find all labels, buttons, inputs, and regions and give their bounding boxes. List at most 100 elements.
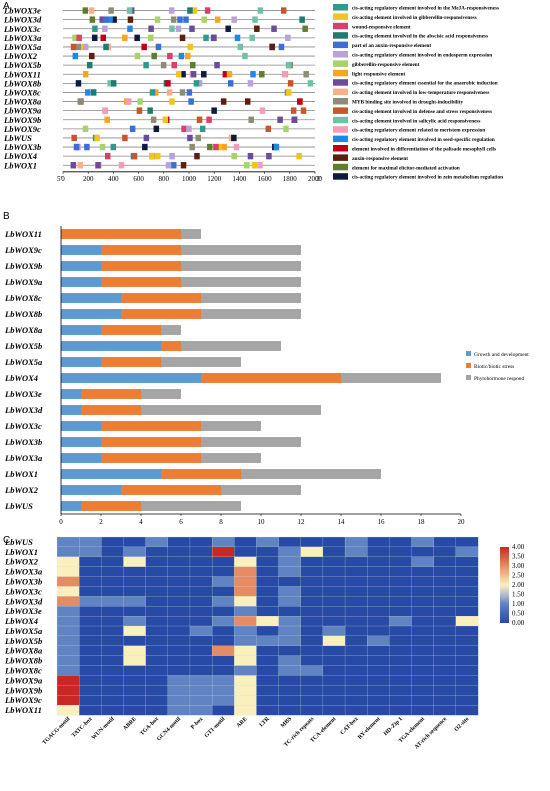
heatmap-cell xyxy=(300,685,324,696)
bar-segment xyxy=(201,309,301,319)
heatmap-cell xyxy=(278,645,302,657)
heatmap-cell xyxy=(256,586,280,597)
heatmap-cell xyxy=(278,635,302,647)
x-tick-label: 18 xyxy=(418,518,426,526)
heatmap-cell xyxy=(389,576,412,587)
heatmap-cell xyxy=(189,606,213,617)
column-label: TGACG-motif xyxy=(42,716,72,746)
bar-segment xyxy=(61,245,101,255)
element-box xyxy=(189,25,195,32)
heatmap-cell xyxy=(167,586,191,597)
element-box xyxy=(170,162,177,169)
row-label: LbWOX3a xyxy=(4,567,43,577)
heatmap-cell xyxy=(322,655,346,666)
element-box xyxy=(280,7,287,14)
heatmap-cell xyxy=(344,606,368,617)
heatmap-cell xyxy=(411,625,435,637)
heatmap-cell xyxy=(455,596,479,607)
x-tick-label: 12 xyxy=(298,518,306,526)
heatmap-cell xyxy=(367,655,390,666)
heatmap-cell xyxy=(411,685,435,696)
legend-label: wound-responsive element xyxy=(352,24,411,30)
heatmap-cell xyxy=(123,556,147,568)
category-label: LbWOX9b xyxy=(4,261,42,271)
heatmap-cell xyxy=(145,625,169,637)
heatmap-cell xyxy=(433,556,457,568)
element-box xyxy=(175,71,182,78)
heatmap-cell xyxy=(256,685,280,696)
heatmap-cell xyxy=(123,615,147,627)
element-box xyxy=(88,7,95,14)
heatmap-cell xyxy=(145,586,169,597)
element-box xyxy=(296,152,302,160)
element-box xyxy=(231,152,237,160)
heatmap-cell xyxy=(367,635,390,647)
heatmap-cell xyxy=(189,675,213,686)
heatmap-cell xyxy=(367,645,390,657)
category-label: LbWOX9a xyxy=(4,277,43,287)
heatmap-cell xyxy=(433,536,457,548)
heatmap-cell xyxy=(389,606,412,617)
element-box xyxy=(82,7,89,14)
element-box xyxy=(151,52,157,60)
heatmap-cell xyxy=(145,606,169,617)
heatmap-cell xyxy=(101,685,124,696)
heatmap-cell xyxy=(300,576,324,587)
heatmap-cell xyxy=(234,576,257,587)
heatmap-cell xyxy=(123,704,147,716)
heatmap-cell xyxy=(189,536,213,548)
heatmap-cell xyxy=(389,635,412,647)
heatmap-cell xyxy=(189,576,213,587)
heatmap-cell xyxy=(433,685,457,696)
element-box xyxy=(183,16,189,23)
element-box xyxy=(220,98,227,105)
element-box xyxy=(75,43,82,51)
element-box xyxy=(225,25,231,32)
gene-label: LbWOX8a xyxy=(3,97,42,107)
heatmap-cell xyxy=(123,655,147,666)
heatmap-cell xyxy=(256,615,280,627)
heatmap-cell xyxy=(367,625,390,637)
element-box xyxy=(126,98,132,105)
heatmap-cell xyxy=(123,645,147,657)
category-label: LbWOX3e xyxy=(4,389,42,399)
bar-segment xyxy=(61,325,101,335)
heatmap-cell xyxy=(167,675,191,686)
element-box xyxy=(99,16,105,23)
heatmap-cell xyxy=(455,615,479,627)
element-box xyxy=(104,116,110,123)
heatmap-cell xyxy=(256,665,280,676)
row-label: LbWOX3d xyxy=(4,596,43,606)
scale-tick-label: 3.00 xyxy=(512,562,525,570)
element-box xyxy=(250,71,256,78)
element-box xyxy=(90,89,97,96)
element-box xyxy=(154,152,161,160)
heatmap-cell xyxy=(455,704,479,716)
x-tick-label: 600 xyxy=(133,175,144,183)
gene-label: LbWOX4 xyxy=(3,151,37,161)
row-label: LbWOX3c xyxy=(4,586,42,596)
x-tick-label: 800 xyxy=(159,175,170,183)
heatmap-cell xyxy=(433,665,457,676)
heatmap-cell xyxy=(433,546,457,558)
column-label: TATC-box xyxy=(71,716,94,739)
heatmap-cell xyxy=(123,675,147,686)
heatmap-cell xyxy=(56,704,80,716)
heatmap-cell xyxy=(123,586,147,597)
heatmap-cell xyxy=(123,596,147,607)
legend-swatch xyxy=(333,135,348,143)
bar-segment xyxy=(181,245,301,255)
heatmap-cell xyxy=(322,615,346,627)
heatmap-cell xyxy=(433,655,457,666)
heatmap-cell xyxy=(56,625,80,637)
legend-swatch xyxy=(333,4,348,11)
heatmap-cell xyxy=(256,704,280,716)
heatmap-cell xyxy=(256,536,280,548)
heatmap-cell xyxy=(278,536,302,548)
heatmap-cell xyxy=(278,685,302,696)
heatmap-cell xyxy=(145,615,169,627)
element-box xyxy=(285,61,292,69)
heatmap-cell xyxy=(79,675,102,686)
legend-label: cis-acting regulatory element related to… xyxy=(352,128,485,134)
element-box xyxy=(299,16,305,23)
